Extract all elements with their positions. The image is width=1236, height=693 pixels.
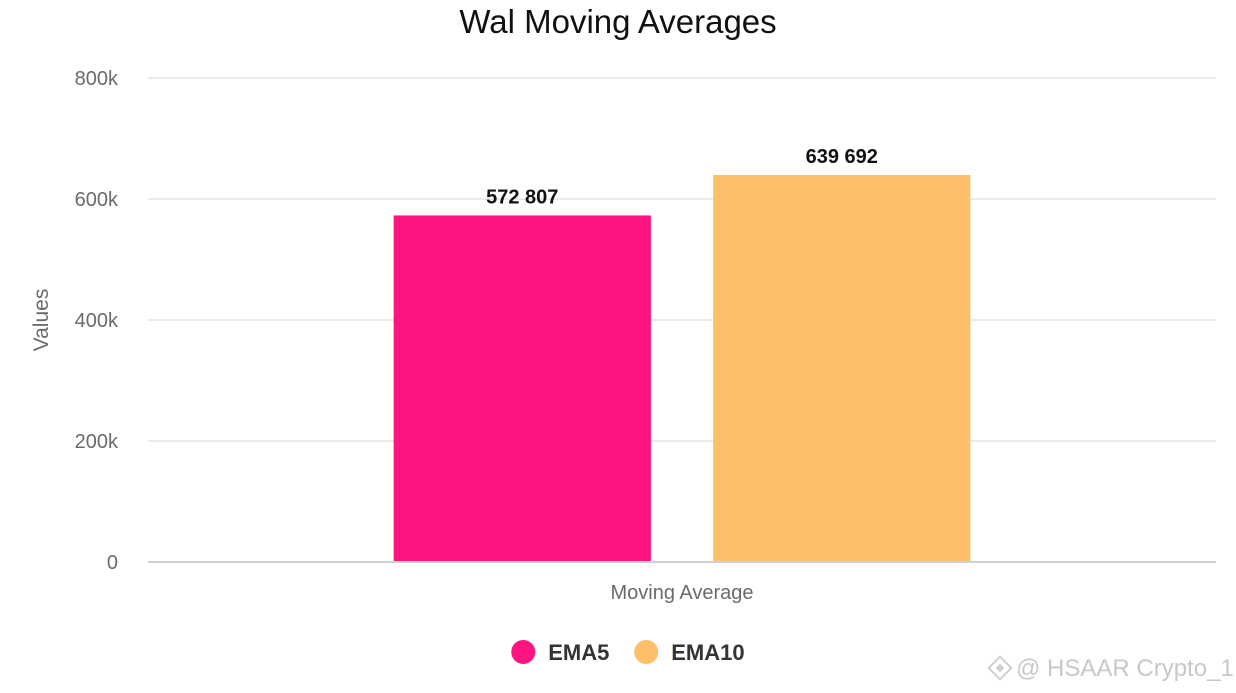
data-label-ema10: 639 692: [806, 146, 878, 168]
y-tick-label: 400k: [75, 310, 119, 332]
y-tick-label: 200k: [75, 431, 119, 453]
watermark: @ HSAAR Crypto_1: [987, 655, 1234, 682]
y-axis-ticks: 0 200k 400k 600k 800k: [75, 68, 119, 574]
y-axis-title: Values: [30, 289, 53, 352]
y-tick-label: 600k: [75, 189, 119, 211]
y-tick-label: 0: [107, 552, 118, 574]
legend-label-ema10: EMA10: [671, 640, 744, 665]
bar-ema5: [393, 215, 651, 562]
legend-swatch-ema10: [634, 640, 659, 664]
watermark-text: @ HSAAR Crypto_1: [1016, 655, 1234, 682]
diamond-logo-icon: [987, 655, 1013, 681]
bars: [393, 174, 971, 563]
legend: EMA5 EMA10: [511, 640, 745, 665]
legend-label-ema5: EMA5: [548, 640, 609, 665]
data-label-ema5: 572 807: [486, 186, 558, 208]
y-tick-label: 800k: [75, 68, 119, 90]
chart-title: Wal Moving Averages: [459, 3, 776, 40]
bar-ema10: [713, 174, 971, 563]
data-labels: 572 807 639 692: [486, 146, 878, 208]
x-axis-title: Moving Average: [610, 582, 753, 604]
legend-swatch-ema5: [511, 640, 536, 664]
gridlines: [148, 77, 1216, 442]
